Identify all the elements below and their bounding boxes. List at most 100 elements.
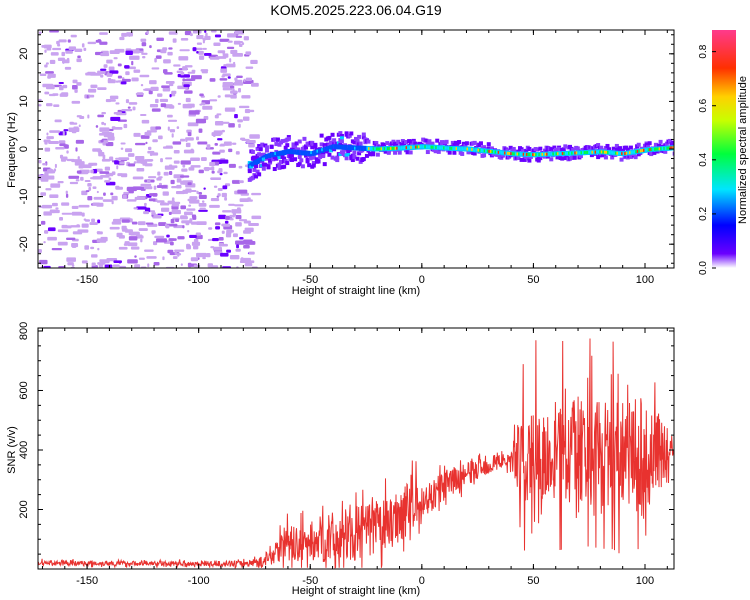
signal-cell bbox=[505, 148, 510, 153]
noise-blob bbox=[163, 171, 169, 176]
noise-blob bbox=[188, 167, 195, 171]
signal-cell bbox=[274, 156, 279, 161]
noise-blob bbox=[163, 59, 171, 64]
noise-blob bbox=[101, 158, 111, 162]
signal-core bbox=[591, 150, 595, 154]
signal-core bbox=[371, 147, 375, 151]
signal-core bbox=[547, 152, 551, 156]
signal-cell bbox=[619, 157, 624, 162]
signal-core bbox=[493, 150, 497, 154]
noise-blob bbox=[110, 116, 121, 121]
signal-cell bbox=[575, 146, 580, 151]
noise-blob bbox=[112, 218, 122, 222]
noise-blob bbox=[217, 193, 221, 197]
signal-cell bbox=[321, 154, 326, 159]
noise-blob bbox=[210, 198, 220, 202]
noise-blob bbox=[196, 51, 199, 54]
noise-blob bbox=[212, 246, 222, 251]
noise-blob bbox=[168, 31, 178, 35]
noise-blob bbox=[38, 159, 42, 164]
noise-blob bbox=[239, 237, 244, 240]
noise-blob bbox=[96, 190, 99, 194]
signal-core bbox=[657, 147, 661, 151]
noise-blob bbox=[232, 142, 237, 145]
signal-cell bbox=[355, 156, 360, 161]
noise-blob bbox=[136, 168, 145, 172]
noise-blob bbox=[151, 230, 156, 234]
signal-core bbox=[642, 148, 646, 152]
signal-core bbox=[446, 146, 450, 150]
signal-cell bbox=[349, 131, 354, 136]
noise-blob bbox=[77, 229, 89, 233]
noise-blob bbox=[38, 104, 42, 107]
noise-blob bbox=[140, 160, 148, 164]
noise-blob bbox=[111, 200, 114, 205]
signal-cell bbox=[272, 167, 277, 172]
signal-core bbox=[408, 145, 412, 149]
noise-blob bbox=[44, 230, 49, 234]
noise-blob bbox=[118, 157, 130, 161]
signal-core bbox=[439, 146, 443, 150]
noise-blob bbox=[234, 30, 245, 35]
noise-blob bbox=[198, 209, 208, 212]
noise-blob bbox=[102, 154, 106, 160]
noise-blob bbox=[189, 196, 198, 200]
noise-blob bbox=[219, 78, 228, 81]
noise-blob bbox=[160, 202, 167, 205]
noise-blob bbox=[214, 222, 221, 226]
noise-blob bbox=[209, 162, 216, 167]
noise-blob bbox=[249, 134, 260, 139]
colorbar-tick-label: 0.8 bbox=[698, 44, 709, 58]
noise-blob bbox=[122, 194, 127, 199]
noise-blob bbox=[176, 184, 182, 189]
noise-blob bbox=[148, 90, 153, 95]
noise-blob bbox=[144, 202, 147, 207]
signal-cell bbox=[330, 132, 335, 137]
noise-blob bbox=[97, 87, 107, 90]
noise-blob bbox=[57, 241, 68, 246]
noise-blob bbox=[206, 144, 211, 149]
noise-blob bbox=[45, 62, 49, 65]
signal-cell bbox=[658, 139, 663, 144]
noise-blob bbox=[156, 200, 165, 203]
signal-core bbox=[397, 146, 401, 150]
signal-cell bbox=[386, 150, 391, 155]
noise-blob bbox=[125, 71, 130, 76]
signal-core bbox=[538, 153, 542, 157]
noise-blob bbox=[111, 171, 116, 175]
signal-cell bbox=[486, 142, 491, 147]
noise-blob bbox=[237, 189, 248, 194]
noise-blob bbox=[90, 246, 95, 250]
signal-core bbox=[649, 148, 653, 152]
signal-cell bbox=[555, 155, 560, 160]
noise-blob bbox=[56, 40, 60, 45]
noise-blob bbox=[128, 163, 136, 167]
noise-blob bbox=[108, 128, 114, 132]
noise-blob bbox=[86, 95, 89, 99]
noise-blob bbox=[91, 262, 96, 267]
signal-core bbox=[436, 146, 440, 150]
signal-cell bbox=[282, 164, 287, 169]
signal-core bbox=[503, 151, 507, 155]
noise-blob bbox=[168, 47, 173, 50]
noise-blob bbox=[161, 85, 170, 88]
signal-core bbox=[530, 153, 534, 157]
noise-blob bbox=[148, 176, 157, 179]
noise-blob bbox=[230, 94, 237, 99]
signal-cell bbox=[352, 140, 357, 145]
noise-blob bbox=[147, 179, 151, 184]
signal-core bbox=[667, 146, 671, 150]
signal-cell bbox=[521, 148, 526, 153]
noise-blob bbox=[52, 93, 59, 96]
signal-core bbox=[391, 146, 395, 150]
noise-blob bbox=[176, 178, 182, 183]
signal-core bbox=[647, 148, 651, 152]
noise-blob bbox=[155, 126, 162, 130]
signal-core bbox=[432, 145, 436, 149]
signal-core bbox=[644, 148, 648, 152]
signal-core bbox=[586, 150, 590, 154]
noise-blob bbox=[130, 246, 140, 250]
signal-core bbox=[478, 148, 482, 152]
signal-core bbox=[611, 151, 615, 155]
